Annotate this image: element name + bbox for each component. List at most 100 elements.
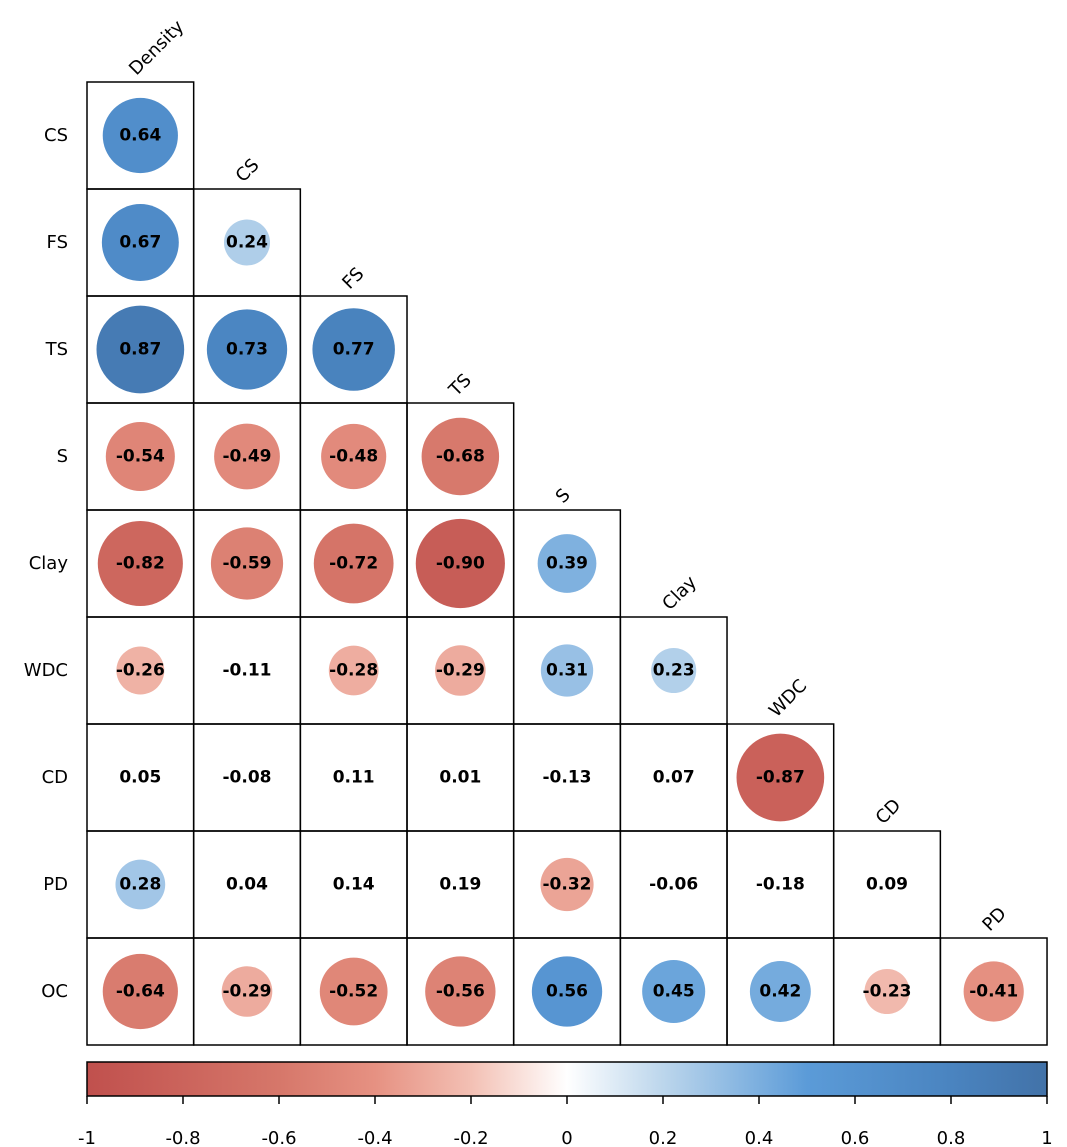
correlation-circle bbox=[537, 534, 597, 593]
correlation-circle bbox=[321, 423, 387, 490]
cell-pd-clay: -0.06 bbox=[619, 830, 728, 939]
correlation-value: -0.18 bbox=[756, 875, 805, 895]
cell-wdc-fs: -0.28 bbox=[299, 616, 408, 725]
cell-oc-clay: 0.45 bbox=[619, 937, 728, 1046]
correlation-matrix: CS 0.64 FS 0.67 0.24 TS 0.87 0.73 0.77 S -0.54 -0.4… bbox=[24, 16, 1048, 1046]
correlation-value: 0.87 bbox=[119, 340, 161, 360]
colorbar-gradient bbox=[86, 1061, 1048, 1097]
correlation-circle bbox=[214, 423, 280, 490]
colorbar-tick-label: 0 bbox=[561, 1128, 572, 1147]
correlation-circle bbox=[102, 97, 178, 174]
cell-s-fs: -0.48 bbox=[299, 402, 408, 511]
correlation-circle bbox=[221, 966, 273, 1017]
correlation-value: -0.41 bbox=[969, 982, 1018, 1002]
colorbar-tick-label: 0.8 bbox=[937, 1128, 966, 1147]
correlation-value: -0.48 bbox=[329, 447, 378, 467]
correlation-circle bbox=[96, 305, 185, 394]
colorbar-ticks: -1 -0.8 -0.6 -0.4 -0.2 0 0.2 0.4 0.6 0.8 1 bbox=[78, 1096, 1053, 1147]
colorbar-tick-label: -1 bbox=[78, 1128, 96, 1147]
colorbar-tick-label: 1 bbox=[1041, 1128, 1052, 1147]
row-label-s: S bbox=[57, 446, 68, 467]
correlation-value: 0.09 bbox=[866, 875, 908, 895]
cell-ts-cs: 0.73 bbox=[192, 295, 302, 404]
colorbar-tick-label: -0.8 bbox=[165, 1128, 200, 1147]
correlation-value: 0.05 bbox=[119, 768, 161, 788]
cell-pd-cd: 0.09 bbox=[832, 830, 942, 939]
cell-oc-fs: -0.52 bbox=[299, 937, 408, 1046]
cell-pd-fs: 0.14 bbox=[299, 830, 408, 939]
correlation-value: 0.11 bbox=[333, 768, 375, 788]
correlation-value: 0.56 bbox=[546, 982, 588, 1002]
correlation-circle bbox=[421, 417, 500, 496]
correlation-value: -0.87 bbox=[756, 768, 805, 788]
correlation-circle bbox=[313, 523, 394, 604]
row-label-fs: FS bbox=[47, 232, 68, 253]
cell-clay-fs: -0.72 bbox=[299, 509, 408, 618]
correlation-circle bbox=[312, 308, 395, 391]
correlation-value: -0.82 bbox=[116, 554, 165, 574]
cell-cd-s: -0.13 bbox=[512, 723, 622, 832]
row-label-cs: CS bbox=[44, 125, 68, 146]
cell-cd-fs: 0.11 bbox=[299, 723, 408, 832]
col-label-clay: Clay bbox=[658, 572, 701, 615]
correlation-value: 0.39 bbox=[546, 554, 588, 574]
cell-pd-s: -0.32 bbox=[512, 830, 622, 939]
correlation-value: 0.14 bbox=[333, 875, 375, 895]
cell-border bbox=[939, 937, 1048, 1046]
cell-pd-cs: 0.04 bbox=[192, 830, 302, 939]
cell-fs-density: 0.67 bbox=[86, 188, 195, 297]
correlation-value: 0.19 bbox=[439, 875, 481, 895]
correlation-value: 0.64 bbox=[119, 126, 161, 146]
correlation-value: 0.42 bbox=[759, 982, 801, 1002]
cell-pd-density: 0.28 bbox=[86, 830, 195, 939]
correlation-value: 0.04 bbox=[226, 875, 268, 895]
cell-pd-wdc: -0.18 bbox=[726, 830, 835, 939]
correlation-value: -0.23 bbox=[863, 982, 912, 1002]
cell-clay-density: -0.82 bbox=[86, 509, 195, 618]
cell-oc-density: -0.64 bbox=[86, 937, 195, 1046]
cell-cd-cs: -0.08 bbox=[192, 723, 302, 832]
correlation-value: -0.29 bbox=[436, 661, 485, 681]
cell-clay-cs: -0.59 bbox=[192, 509, 302, 618]
correlation-value: -0.72 bbox=[329, 554, 378, 574]
correlation-value: 0.77 bbox=[333, 340, 375, 360]
cell-oc-pd: -0.41 bbox=[939, 937, 1048, 1046]
correlation-value: -0.52 bbox=[329, 982, 378, 1002]
col-label-wdc: WDC bbox=[765, 675, 811, 721]
correlation-circle bbox=[415, 518, 505, 609]
cell-ts-fs: 0.77 bbox=[299, 295, 408, 404]
correlation-value: -0.59 bbox=[223, 554, 272, 574]
correlation-value: -0.11 bbox=[223, 661, 272, 681]
cell-s-ts: -0.68 bbox=[406, 402, 515, 511]
correlation-value: 0.23 bbox=[653, 661, 695, 681]
cell-cd-ts: 0.01 bbox=[406, 723, 515, 832]
row-label-clay: Clay bbox=[29, 553, 69, 574]
cell-cd-density: 0.05 bbox=[86, 723, 195, 832]
cell-cs-density: 0.64 bbox=[86, 81, 195, 190]
cell-wdc-ts: -0.29 bbox=[406, 616, 515, 725]
col-label-fs: FS bbox=[338, 264, 368, 294]
correlation-circle bbox=[102, 953, 178, 1030]
correlation-value: 0.45 bbox=[653, 982, 695, 1002]
correlation-circle bbox=[223, 219, 271, 266]
colorbar-tick-label: 0.4 bbox=[745, 1128, 774, 1147]
col-label-cs: CS bbox=[232, 155, 264, 187]
correlation-circle bbox=[97, 520, 183, 607]
row-label-pd: PD bbox=[43, 874, 68, 895]
colorbar-tick-label: -0.2 bbox=[453, 1128, 488, 1147]
correlation-circle bbox=[116, 646, 165, 695]
correlation-circle bbox=[115, 859, 166, 910]
correlation-value: 0.01 bbox=[439, 768, 481, 788]
row-label-wdc: WDC bbox=[24, 660, 68, 681]
correlation-value: 0.67 bbox=[119, 233, 161, 253]
col-label-ts: TS bbox=[444, 370, 475, 401]
correlation-circle bbox=[319, 957, 388, 1026]
correlation-value: -0.29 bbox=[223, 982, 272, 1002]
col-label-pd: PD bbox=[978, 903, 1010, 935]
correlation-value: 0.73 bbox=[226, 340, 268, 360]
correlation-circle bbox=[540, 644, 594, 697]
correlation-value: -0.49 bbox=[223, 447, 272, 467]
correlation-value: -0.64 bbox=[116, 982, 165, 1002]
cell-fs-cs: 0.24 bbox=[192, 188, 302, 297]
